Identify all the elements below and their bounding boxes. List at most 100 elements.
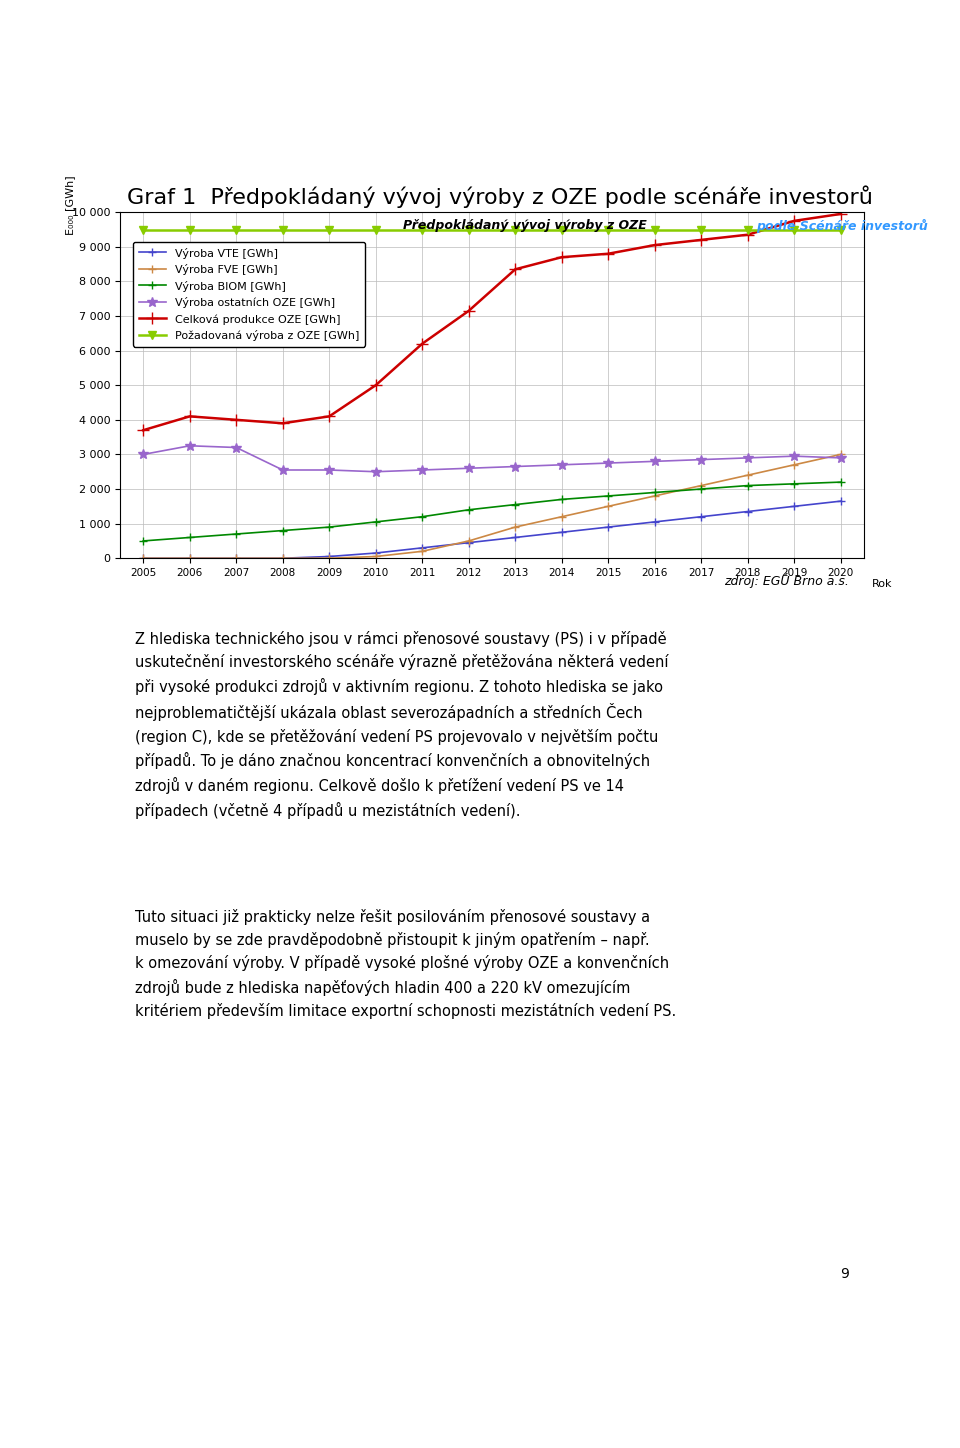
Výroba FVE [GWh] [277, 550, 289, 568]
Výroba VTE [GWh] [277, 550, 289, 568]
Výroba FVE [GWh] [742, 466, 754, 484]
Výroba ostatních OZE [GWh] [324, 462, 335, 479]
Požadovaná výroba z OZE [GWh] [463, 222, 474, 239]
Požadovaná výroba z OZE [GWh] [324, 222, 335, 239]
Výroba FVE [GWh] [603, 498, 614, 515]
Line: Výroba BIOM [GWh]: Výroba BIOM [GWh] [139, 478, 845, 544]
Celková produkce OZE [GWh] [137, 421, 149, 439]
Text: zdroj: EGÚ Brno a.s.: zdroj: EGÚ Brno a.s. [724, 573, 849, 588]
Celková produkce OZE [GWh] [230, 411, 242, 429]
Text: Předpokládaný vývoj výroby z OZE: Předpokládaný vývoj výroby z OZE [403, 219, 651, 232]
Line: Celková produkce OZE [GWh]: Celková produkce OZE [GWh] [137, 209, 847, 436]
Výroba VTE [GWh] [370, 544, 381, 562]
Požadovaná výroba z OZE [GWh] [417, 222, 428, 239]
Výroba BIOM [GWh] [742, 476, 754, 494]
Výroba VTE [GWh] [417, 539, 428, 556]
Výroba FVE [GWh] [370, 547, 381, 565]
Požadovaná výroba z OZE [GWh] [835, 222, 847, 239]
Výroba ostatních OZE [GWh] [463, 459, 474, 476]
Výroba BIOM [GWh] [835, 473, 847, 491]
Výroba VTE [GWh] [463, 534, 474, 552]
Výroba FVE [GWh] [556, 508, 567, 526]
Výroba FVE [GWh] [137, 550, 149, 568]
Line: Výroba FVE [GWh]: Výroba FVE [GWh] [139, 450, 845, 562]
Požadovaná výroba z OZE [GWh] [603, 222, 614, 239]
Požadovaná výroba z OZE [GWh] [184, 222, 196, 239]
Výroba VTE [GWh] [742, 502, 754, 520]
Celková produkce OZE [GWh] [417, 334, 428, 352]
Výroba FVE [GWh] [788, 456, 800, 473]
Výroba BIOM [GWh] [417, 508, 428, 526]
Výroba FVE [GWh] [417, 543, 428, 560]
Výroba ostatních OZE [GWh] [510, 458, 521, 475]
Celková produkce OZE [GWh] [370, 376, 381, 394]
Výroba VTE [GWh] [137, 550, 149, 568]
Výroba VTE [GWh] [324, 547, 335, 565]
Výroba VTE [GWh] [230, 550, 242, 568]
Výroba ostatních OZE [GWh] [556, 456, 567, 473]
Celková produkce OZE [GWh] [649, 236, 660, 253]
Výroba VTE [GWh] [695, 508, 707, 526]
Výroba FVE [GWh] [324, 550, 335, 568]
Výroba ostatních OZE [GWh] [695, 450, 707, 468]
Výroba VTE [GWh] [649, 513, 660, 530]
Celková produkce OZE [GWh] [324, 408, 335, 426]
Výroba FVE [GWh] [649, 488, 660, 505]
Výroba BIOM [GWh] [184, 529, 196, 546]
Y-axis label: E₀₀₀ [GWh]: E₀₀₀ [GWh] [65, 175, 75, 235]
Výroba BIOM [GWh] [324, 518, 335, 536]
Celková produkce OZE [GWh] [184, 408, 196, 426]
Celková produkce OZE [GWh] [788, 213, 800, 230]
Výroba VTE [GWh] [556, 524, 567, 542]
Požadovaná výroba z OZE [GWh] [695, 222, 707, 239]
Text: Tuto situaci již prakticky nelze řešit posilováním přenosové soustavy a
muselo b: Tuto situaci již prakticky nelze řešit p… [134, 909, 676, 1019]
Výroba FVE [GWh] [695, 476, 707, 494]
Výroba ostatních OZE [GWh] [788, 447, 800, 465]
Výroba FVE [GWh] [230, 550, 242, 568]
Požadovaná výroba z OZE [GWh] [649, 222, 660, 239]
Text: 9: 9 [840, 1267, 849, 1281]
Výroba ostatních OZE [GWh] [277, 462, 289, 479]
Výroba VTE [GWh] [510, 529, 521, 546]
Výroba FVE [GWh] [184, 550, 196, 568]
Výroba ostatních OZE [GWh] [370, 463, 381, 481]
Line: Výroba VTE [GWh]: Výroba VTE [GWh] [139, 497, 845, 562]
Celková produkce OZE [GWh] [277, 414, 289, 432]
Legend: Výroba VTE [GWh], Výroba FVE [GWh], Výroba BIOM [GWh], Výroba ostatních OZE [GWh: Výroba VTE [GWh], Výroba FVE [GWh], Výro… [133, 242, 365, 346]
Požadovaná výroba z OZE [GWh] [788, 222, 800, 239]
Výroba ostatních OZE [GWh] [417, 462, 428, 479]
Line: Požadovaná výroba z OZE [GWh]: Požadovaná výroba z OZE [GWh] [139, 226, 845, 233]
Celková produkce OZE [GWh] [463, 303, 474, 320]
Výroba BIOM [GWh] [463, 501, 474, 518]
Výroba FVE [GWh] [835, 446, 847, 463]
Text: podle Scénáře investorů: podle Scénáře investorů [756, 219, 928, 233]
Požadovaná výroba z OZE [GWh] [230, 222, 242, 239]
Výroba BIOM [GWh] [788, 475, 800, 492]
Výroba VTE [GWh] [603, 518, 614, 536]
Výroba BIOM [GWh] [277, 521, 289, 539]
Text: Graf 1  Předpokládaný vývoj výroby z OZE podle scénáře investorů: Graf 1 Předpokládaný vývoj výroby z OZE … [128, 185, 874, 209]
Výroba ostatních OZE [GWh] [230, 439, 242, 456]
Požadovaná výroba z OZE [GWh] [742, 222, 754, 239]
Požadovaná výroba z OZE [GWh] [556, 222, 567, 239]
Text: Z hlediska technického jsou v rámci přenosové soustavy (PS) i v případě
uskutečn: Z hlediska technického jsou v rámci přen… [134, 631, 668, 818]
Celková produkce OZE [GWh] [695, 232, 707, 249]
Požadovaná výroba z OZE [GWh] [137, 222, 149, 239]
Požadovaná výroba z OZE [GWh] [510, 222, 521, 239]
Celková produkce OZE [GWh] [603, 245, 614, 262]
Výroba VTE [GWh] [788, 498, 800, 515]
Celková produkce OZE [GWh] [742, 226, 754, 243]
Výroba ostatních OZE [GWh] [835, 449, 847, 466]
Line: Výroba ostatních OZE [GWh]: Výroba ostatních OZE [GWh] [138, 440, 846, 476]
Výroba ostatních OZE [GWh] [742, 449, 754, 466]
Výroba ostatních OZE [GWh] [603, 455, 614, 472]
Výroba VTE [GWh] [184, 550, 196, 568]
Požadovaná výroba z OZE [GWh] [370, 222, 381, 239]
Výroba BIOM [GWh] [649, 484, 660, 501]
Výroba ostatních OZE [GWh] [137, 446, 149, 463]
Výroba ostatních OZE [GWh] [184, 437, 196, 455]
Výroba BIOM [GWh] [695, 481, 707, 498]
Výroba FVE [GWh] [463, 533, 474, 550]
Výroba BIOM [GWh] [510, 495, 521, 513]
Výroba ostatních OZE [GWh] [649, 453, 660, 471]
